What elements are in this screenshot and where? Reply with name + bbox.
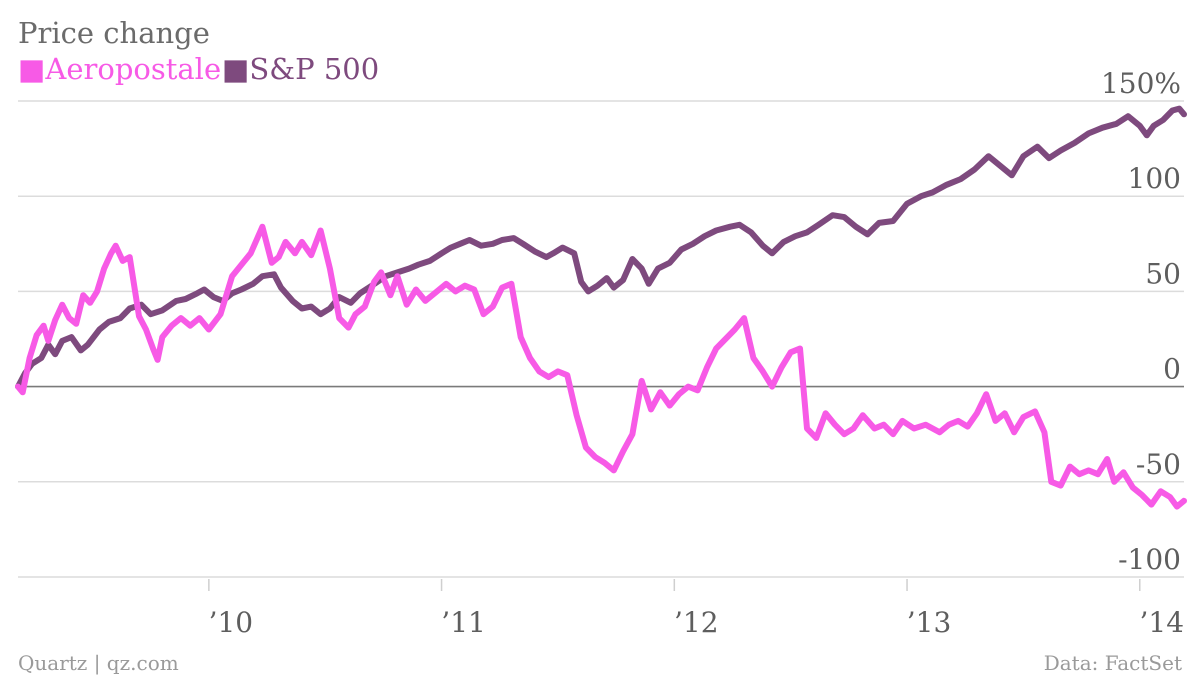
chart-title: Price change bbox=[18, 16, 210, 50]
legend: ■Aeropostale ■S&P 500 bbox=[18, 52, 379, 86]
series-line-s-p-500 bbox=[15, 105, 1187, 390]
legend-swatch-sp500: ■ bbox=[222, 52, 249, 86]
y-tick-label: -100 bbox=[1118, 543, 1181, 576]
x-tick-label: ’12 bbox=[674, 606, 719, 639]
y-tick-label: 0 bbox=[1163, 353, 1181, 386]
series bbox=[15, 105, 1187, 510]
legend-label-aeropostale: Aeropostale bbox=[44, 52, 221, 86]
legend-label-sp500: S&P 500 bbox=[249, 52, 379, 86]
data-source: Data: FactSet bbox=[1044, 651, 1182, 675]
x-axis: ’10 ’11 ’12 ’13 ’14 bbox=[208, 579, 1185, 639]
legend-item-sp500: ■S&P 500 bbox=[222, 52, 379, 86]
x-tick-label: ’13 bbox=[907, 606, 952, 639]
series-line-aeropostale bbox=[15, 223, 1187, 510]
legend-swatch-aeropostale: ■ bbox=[18, 52, 45, 86]
y-tick-label: -50 bbox=[1136, 448, 1181, 481]
y-tick-label: 150% bbox=[1101, 67, 1181, 100]
x-tick-label: ’11 bbox=[441, 606, 486, 639]
x-tick-label: ’14 bbox=[1140, 606, 1185, 639]
y-axis-labels: 150% 100 50 0 -50 -100 bbox=[1101, 67, 1181, 576]
source-credit: Quartz | qz.com bbox=[18, 651, 179, 676]
x-tick-label: ’10 bbox=[209, 606, 254, 639]
gridlines bbox=[18, 100, 1184, 578]
y-tick-label: 50 bbox=[1145, 257, 1181, 290]
legend-item-aeropostale: ■Aeropostale bbox=[18, 52, 221, 86]
y-tick-label: 100 bbox=[1128, 162, 1181, 195]
